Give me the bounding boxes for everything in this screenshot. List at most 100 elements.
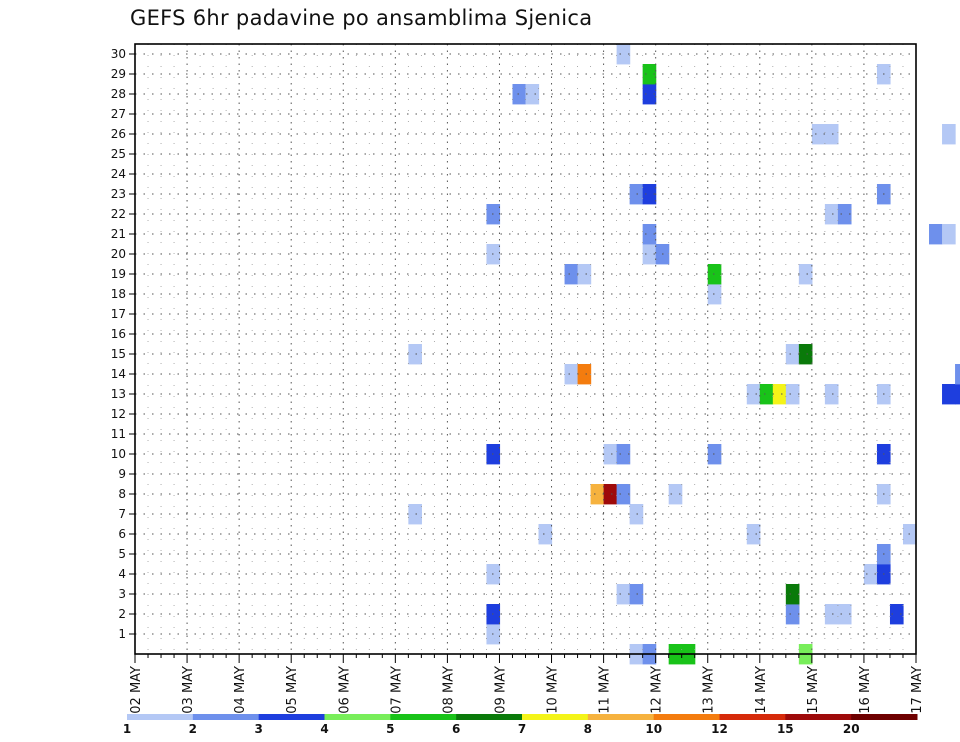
heatmap-cell	[785, 344, 800, 365]
colorbar-label: 7	[518, 722, 526, 736]
heatmap-cell	[811, 124, 826, 145]
heatmap-cell	[929, 224, 943, 245]
heatmap-cell	[408, 504, 422, 525]
colorbar-segment	[785, 714, 852, 720]
heatmap-cell	[707, 284, 722, 305]
y-tick-label: 27	[111, 107, 126, 121]
heatmap-cell	[642, 184, 657, 205]
heatmap-cell	[564, 264, 579, 285]
heatmap-cell	[798, 344, 813, 365]
heatmap-cell	[837, 604, 852, 625]
x-tick-label: 11 MAY	[598, 666, 613, 714]
y-tick-label: 30	[111, 47, 126, 61]
y-tick-label: 25	[111, 147, 126, 161]
colorbar-segment	[127, 714, 194, 720]
x-tick-label: 08 MAY	[441, 666, 456, 714]
colorbar-segment	[456, 714, 523, 720]
heatmap-cell	[590, 484, 605, 505]
heatmap-cell	[577, 364, 592, 385]
colorbar-segment	[324, 714, 391, 720]
x-tick-label: 17 MAY	[910, 666, 925, 714]
x-tick-label: 03 MAY	[181, 666, 196, 714]
heatmap-cell	[616, 44, 631, 65]
y-tick-label: 26	[111, 127, 126, 141]
heatmap-cell	[616, 584, 631, 605]
y-tick-label: 16	[111, 327, 126, 341]
y-tick-label: 17	[111, 307, 126, 321]
colorbar-label: 15	[777, 722, 794, 736]
heatmap-cell	[746, 524, 761, 545]
colorbar-segment	[719, 714, 786, 720]
y-tick-label: 3	[118, 587, 126, 601]
colorbar-segment	[192, 714, 260, 720]
y-tick-label: 11	[111, 427, 126, 441]
heatmap-cell	[642, 64, 657, 85]
heatmap-cell	[824, 604, 839, 625]
heatmap-cell	[824, 124, 839, 145]
heatmap-cell	[746, 384, 761, 405]
y-tick-label: 29	[111, 67, 126, 81]
x-tick-label: 10 MAY	[546, 666, 561, 714]
heatmap-cell	[564, 364, 579, 385]
heatmap-cell	[863, 564, 878, 585]
x-tick-label: 06 MAY	[337, 666, 352, 714]
y-tick-label: 10	[111, 447, 126, 461]
heatmap-cell	[942, 124, 956, 145]
heatmap-cell	[707, 444, 722, 465]
x-tick-label: 05 MAY	[285, 666, 300, 714]
y-tick-label: 23	[111, 187, 126, 201]
colorbar-segment	[390, 714, 457, 720]
y-tick-label: 4	[118, 567, 126, 581]
y-tick-label: 13	[111, 387, 126, 401]
heatmap-cell	[955, 364, 960, 385]
heatmap-cell	[889, 604, 904, 625]
heatmap-cell	[603, 484, 618, 505]
y-tick-label: 8	[118, 487, 126, 501]
heatmap-cell	[837, 204, 852, 225]
y-tick-label: 12	[111, 407, 126, 421]
y-tick-label: 18	[111, 287, 126, 301]
heatmap-cell	[772, 384, 787, 405]
x-tick-label: 12 MAY	[650, 666, 665, 714]
heatmap-cell	[668, 484, 683, 505]
heatmap-cell	[955, 384, 960, 405]
heatmap-cell	[642, 84, 657, 105]
heatmap-cell	[408, 344, 422, 365]
heatmap-cell	[616, 484, 631, 505]
heatmap-cell	[824, 204, 839, 225]
colorbar-label: 10	[645, 722, 662, 736]
y-tick-label: 24	[111, 167, 126, 181]
x-tick-label: 04 MAY	[233, 666, 248, 714]
y-tick-label: 28	[111, 87, 126, 101]
y-tick-label: 2	[118, 607, 126, 621]
colorbar-label: 2	[189, 722, 197, 736]
chart-title: GEFS 6hr padavine po ansamblima Sjenica	[130, 6, 593, 30]
x-tick-label: 14 MAY	[754, 666, 769, 714]
heatmap-cell	[942, 384, 956, 405]
colorbar-label: 1	[123, 722, 131, 736]
x-tick-label: 13 MAY	[702, 666, 717, 714]
colorbar-segment	[522, 714, 589, 720]
x-tick-label: 16 MAY	[858, 666, 873, 714]
heatmap-cell	[785, 604, 800, 625]
colorbar-segment	[587, 714, 655, 720]
y-tick-label: 21	[111, 227, 126, 241]
heatmap-cell	[785, 584, 800, 605]
heatmap-cell	[824, 384, 839, 405]
colorbar-label: 20	[843, 722, 860, 736]
x-tick-label: 09 MAY	[494, 666, 509, 714]
heatmap-cell	[577, 264, 592, 285]
colorbar-label: 5	[386, 722, 394, 736]
heatmap-cell	[642, 224, 657, 245]
y-tick-label: 1	[118, 627, 126, 641]
x-tick-label: 02 MAY	[129, 666, 144, 714]
heatmap-cell	[512, 84, 527, 105]
heatmap-cell	[942, 224, 956, 245]
y-tick-label: 5	[118, 547, 126, 561]
x-tick-label: 15 MAY	[806, 666, 821, 714]
heatmap-cell	[707, 264, 722, 285]
y-tick-label: 20	[111, 247, 126, 261]
y-tick-label: 14	[111, 367, 126, 381]
x-tick-label: 07 MAY	[389, 666, 404, 714]
